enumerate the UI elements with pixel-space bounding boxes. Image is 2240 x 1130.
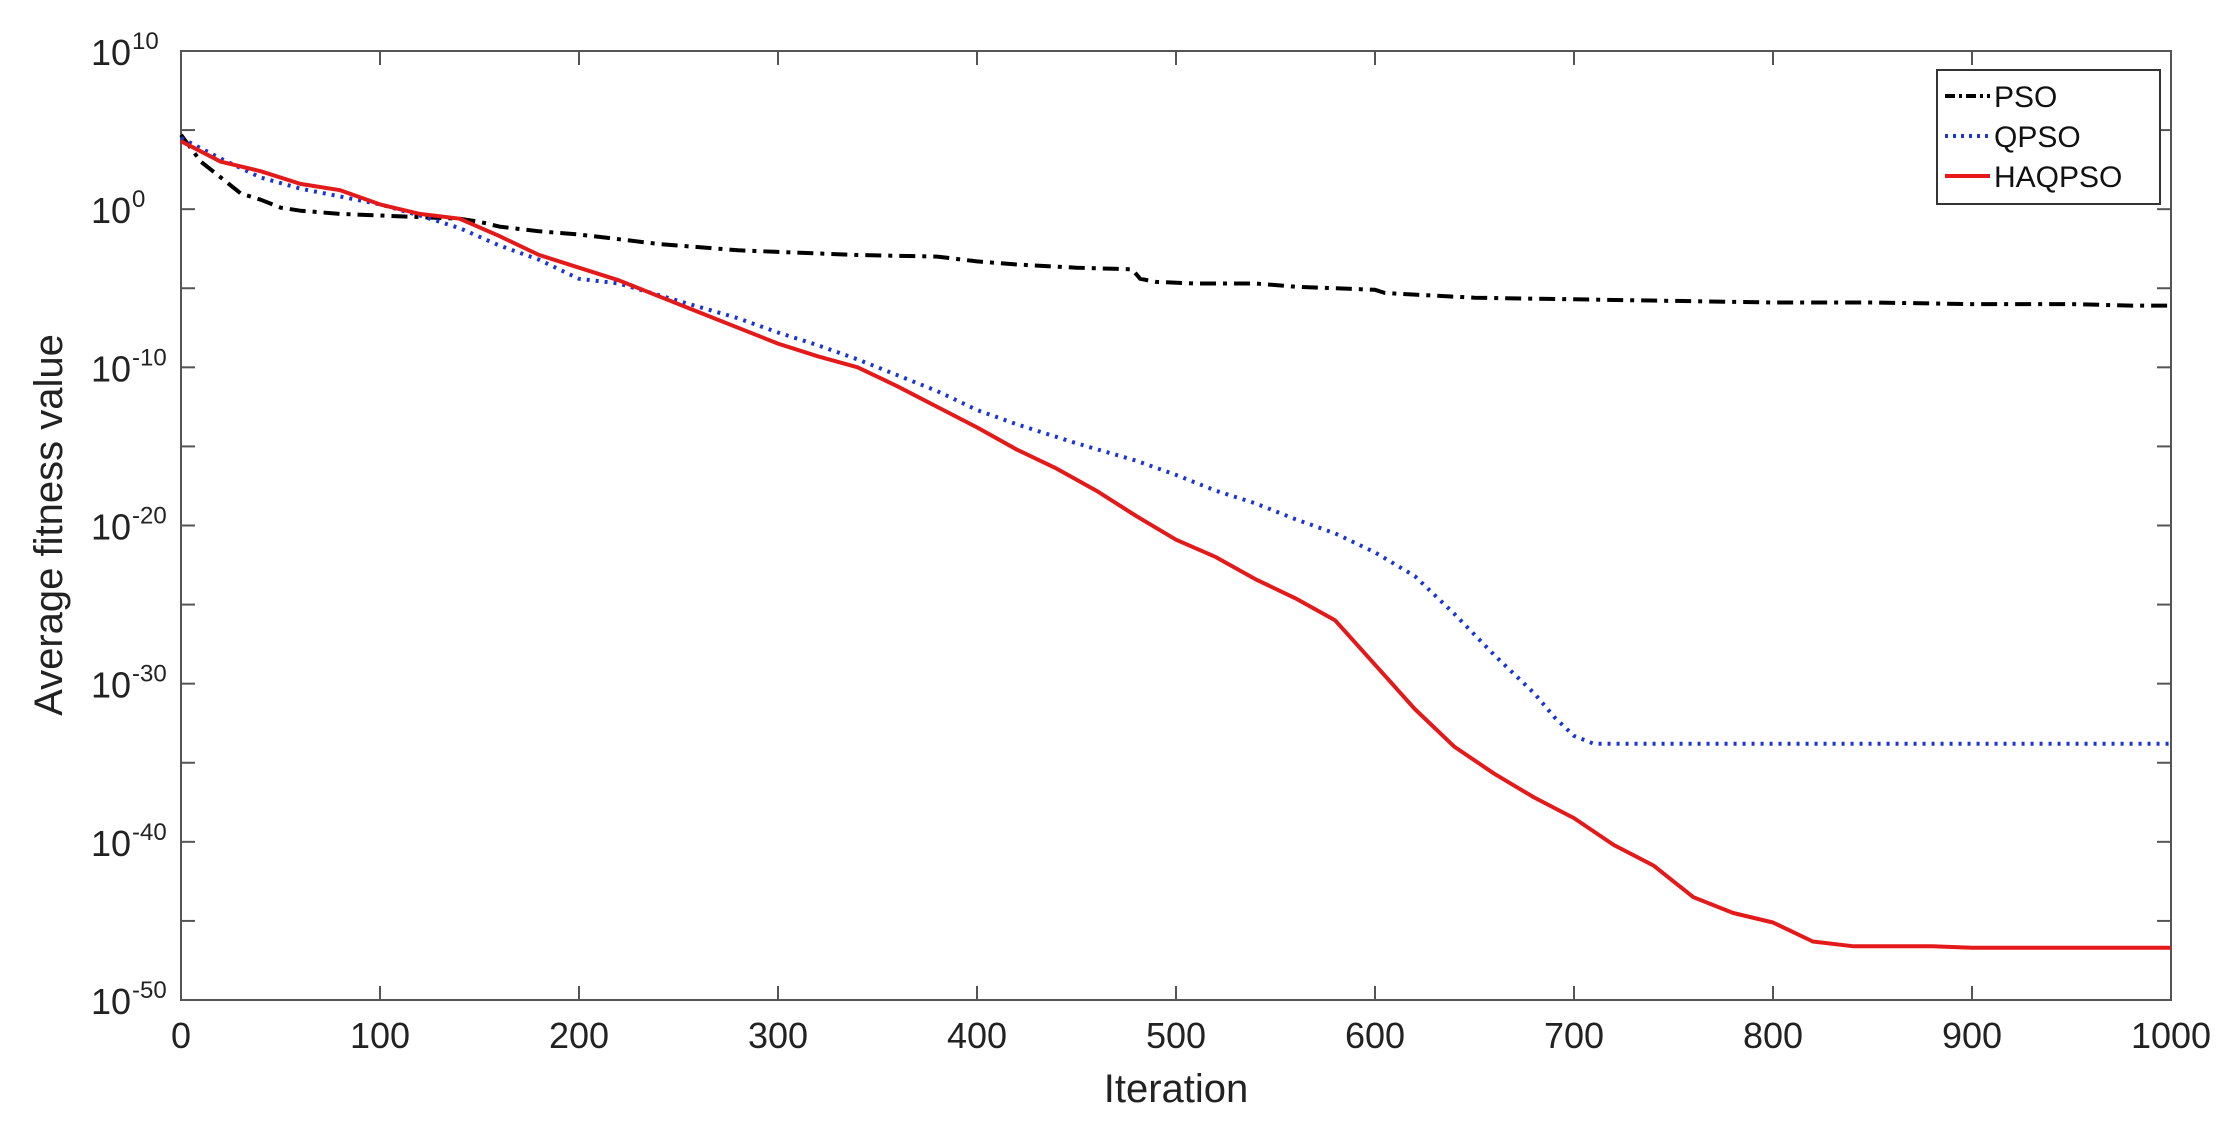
x-tick-label: 100 [350, 1015, 410, 1056]
x-axis-label: Iteration [1104, 1067, 1249, 1111]
y-tick-exponent: -20 [132, 503, 167, 530]
y-axis-label: Average fitness value [27, 334, 71, 716]
series-line-haqpso [180, 139, 2171, 950]
y-tick-exponent: 10 [132, 28, 159, 55]
x-tick-label: 400 [947, 1015, 1007, 1056]
x-tick-label: 200 [549, 1015, 609, 1056]
x-tick-label: 0 [171, 1015, 191, 1056]
x-tick-label: 900 [1942, 1015, 2002, 1056]
y-tick-label: 10 [91, 981, 131, 1022]
y-tick-label: 10 [91, 348, 131, 389]
x-tick-label: 1000 [2131, 1015, 2211, 1056]
x-tick-label: 700 [1544, 1015, 1604, 1056]
x-tick-label: 300 [748, 1015, 808, 1056]
y-tick-label: 10 [91, 32, 131, 73]
legend-label-pso: PSO [1994, 81, 2057, 114]
y-tick-exponent: 0 [132, 186, 145, 213]
legend: PSO QPSO HAQPSO [1936, 69, 2161, 205]
legend-label-haqpso: HAQPSO [1994, 161, 2122, 194]
y-tick-label: 10 [91, 190, 131, 231]
y-tick-exponent: -30 [132, 661, 167, 688]
series-lines [179, 133, 2171, 950]
y-tick-exponent: -50 [132, 977, 167, 1004]
y-tick-label: 10 [91, 823, 131, 864]
y-tick-exponent: -10 [132, 344, 167, 371]
series-line-pso [179, 133, 2171, 308]
plot-frame [180, 50, 2172, 1001]
y-tick-exponent: -40 [132, 819, 167, 846]
x-axis-ticks: 0 100 200 300 400 500 600 700 800 900 1000 [171, 51, 2211, 1056]
y-tick-label: 10 [91, 507, 131, 548]
y-tick-label: 10 [91, 665, 131, 706]
plot-frame-group [180, 50, 2172, 1001]
x-tick-label: 600 [1345, 1015, 1405, 1056]
legend-label-qpso: QPSO [1994, 121, 2081, 154]
legend-box [1936, 69, 2161, 205]
x-tick-label: 500 [1146, 1015, 1206, 1056]
x-tick-label: 800 [1743, 1015, 1803, 1056]
